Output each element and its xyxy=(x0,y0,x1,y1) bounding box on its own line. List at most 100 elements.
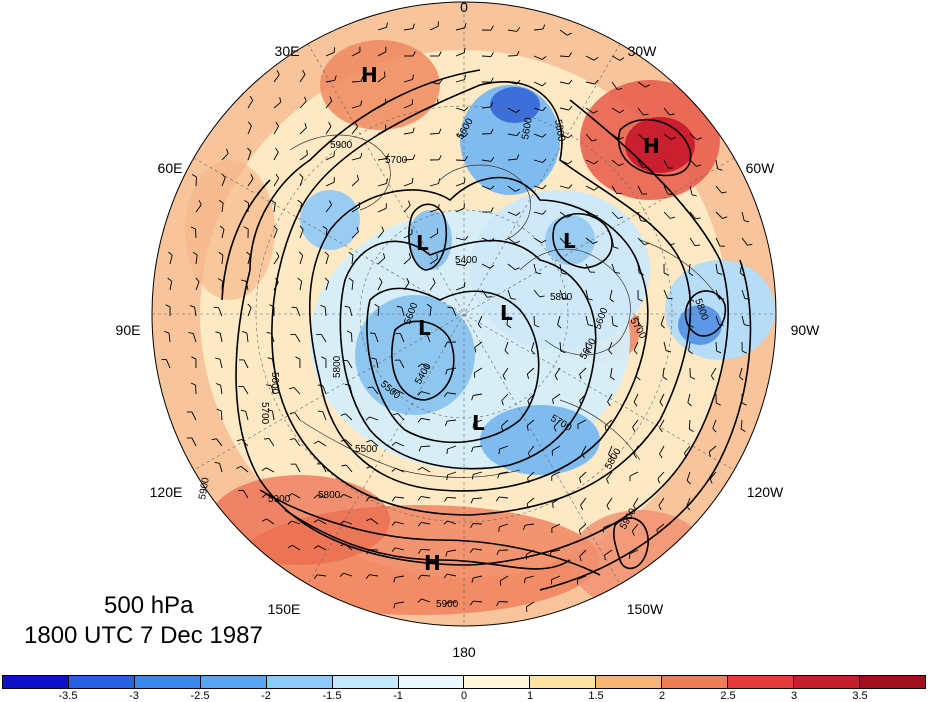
wind-barb xyxy=(294,438,301,447)
wind-barb-flag xyxy=(502,375,506,381)
wind-barb xyxy=(473,548,483,551)
wind-barb xyxy=(552,393,561,400)
wind-barb xyxy=(500,575,509,582)
wind-barb-flag xyxy=(165,304,171,308)
wind-barb-flag xyxy=(712,428,717,433)
wind-barb-flag xyxy=(515,240,520,244)
wind-barb xyxy=(219,463,223,473)
wind-barb xyxy=(195,384,197,395)
wind-barb xyxy=(659,419,665,429)
wind-barb xyxy=(195,204,202,213)
wind-barb xyxy=(663,107,670,116)
wind-barb xyxy=(325,181,335,187)
contour-label: 5500 xyxy=(355,444,378,455)
wind-barb-flag xyxy=(557,324,562,329)
wind-barb xyxy=(741,237,748,246)
wind-barb xyxy=(659,393,665,403)
wind-barb-flag xyxy=(567,134,573,139)
wind-barb xyxy=(533,55,543,60)
wind-barb xyxy=(688,263,691,273)
wind-barb-flag xyxy=(587,324,594,327)
wind-barb-flag xyxy=(164,330,170,334)
wind-barb-flag xyxy=(289,438,295,440)
wind-barb xyxy=(481,289,488,298)
wind-barb xyxy=(611,185,618,194)
wind-barb-flag xyxy=(324,251,329,256)
wind-barb xyxy=(559,341,562,352)
wind-barbs xyxy=(161,21,753,612)
wind-barb xyxy=(429,258,438,265)
wind-barb xyxy=(585,341,588,352)
wind-barb xyxy=(559,263,562,273)
wind-barb-flag xyxy=(614,272,620,274)
wind-barb xyxy=(377,76,386,83)
wind-barb xyxy=(320,334,327,343)
wind-barb xyxy=(273,101,282,109)
wind-barb xyxy=(351,281,354,291)
wind-barb xyxy=(611,237,614,247)
wind-barb xyxy=(530,341,535,351)
wind-barb-flag xyxy=(473,372,476,378)
wind-barb xyxy=(291,493,301,499)
wind-barb-flag xyxy=(412,154,416,160)
wind-barb xyxy=(633,497,639,507)
wind-barb xyxy=(247,125,252,135)
wind-barb-flag xyxy=(471,447,474,453)
wind-barb xyxy=(351,179,359,187)
wind-barb xyxy=(526,497,535,505)
wind-barb-flag xyxy=(472,423,475,429)
wind-barb xyxy=(447,549,457,553)
wind-barb-flag xyxy=(721,191,727,194)
wind-barb-flag xyxy=(366,439,372,443)
wind-barb-flag xyxy=(719,297,725,300)
wind-barb xyxy=(429,208,439,213)
wind-barb-flag xyxy=(688,350,693,355)
wind-barb-flag xyxy=(214,357,221,360)
wind-barb-flag xyxy=(561,272,567,275)
wind-barb xyxy=(663,133,672,140)
wind-barb xyxy=(712,419,717,429)
wind-barb xyxy=(455,27,465,31)
wind-barb-flag xyxy=(690,376,696,380)
wind-barb-flag xyxy=(341,464,347,467)
wind-barb xyxy=(525,575,535,579)
wind-barb-flag xyxy=(391,496,396,502)
wind-barb xyxy=(346,464,353,473)
wind-barb-flag xyxy=(369,332,375,334)
wind-barb xyxy=(325,281,330,291)
wind-barb-flag xyxy=(321,356,327,360)
wind-barb-flag xyxy=(444,342,448,348)
wind-barb-flag xyxy=(526,373,530,380)
wind-barb-flag xyxy=(554,375,558,381)
wind-barb xyxy=(455,133,465,138)
colorbar-tick-label: -1 xyxy=(393,690,403,702)
wind-barb-flag xyxy=(306,149,308,155)
wind-barb xyxy=(507,211,517,216)
wind-barb-flag xyxy=(618,216,624,219)
wind-barb-flag xyxy=(662,376,668,381)
wind-barb-flag xyxy=(408,252,412,259)
wind-barb xyxy=(455,182,465,187)
wind-barb-flag xyxy=(617,88,623,90)
wind-barb xyxy=(325,126,332,135)
wind-barb-flag xyxy=(443,573,448,579)
wind-barb xyxy=(377,306,380,317)
wind-barb xyxy=(299,229,304,239)
low-center-label: L xyxy=(500,301,513,325)
wind-barb-flag xyxy=(444,420,448,426)
wind-barb-flag xyxy=(275,173,280,179)
wind-barb xyxy=(395,389,405,395)
contour-label: 5800 xyxy=(318,490,341,501)
wind-barb xyxy=(637,237,645,245)
wind-barb xyxy=(273,178,280,187)
wind-barb xyxy=(377,103,387,109)
wind-barb-flag xyxy=(313,545,319,549)
wind-barb xyxy=(659,445,665,455)
wind-barb xyxy=(559,237,567,245)
wind-barb xyxy=(429,81,439,85)
wind-barb xyxy=(585,185,595,191)
wind-barb xyxy=(637,263,640,273)
wind-barb xyxy=(455,286,465,291)
lon-label-30w: 30W xyxy=(628,43,658,59)
wind-barb xyxy=(447,445,457,450)
